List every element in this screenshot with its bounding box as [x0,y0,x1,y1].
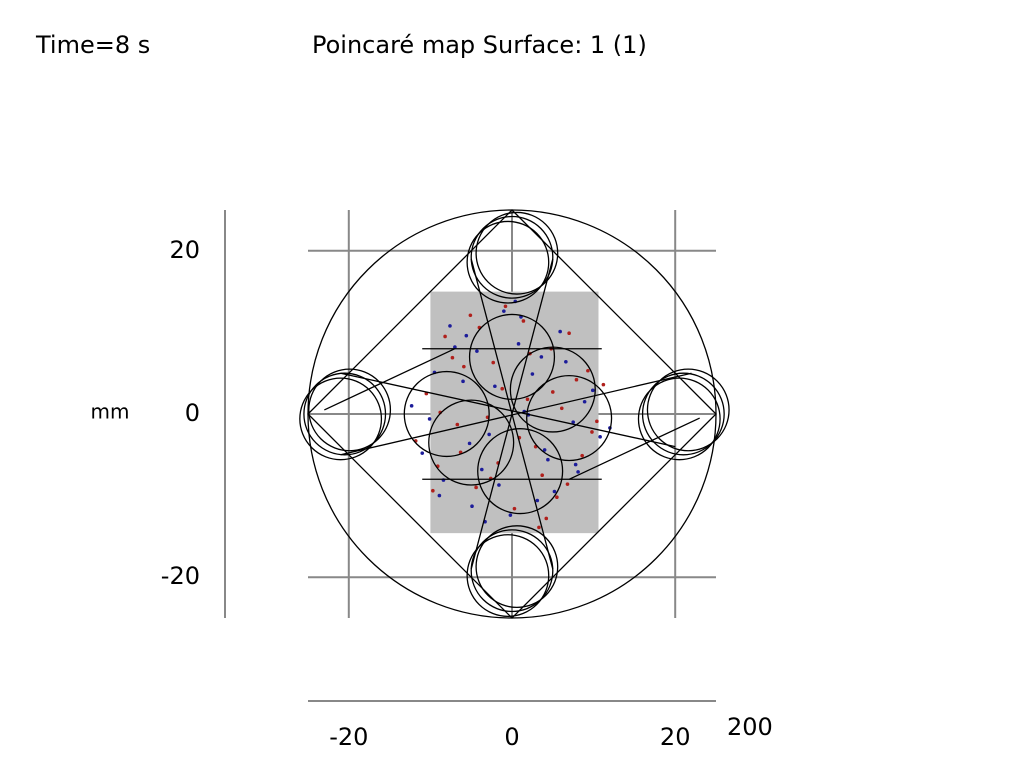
point [595,419,599,424]
point [450,355,455,360]
point [540,473,544,478]
end-circle [470,215,554,299]
point [474,485,478,490]
point [431,488,435,493]
end-circle [475,525,559,609]
point [555,495,559,500]
point [480,467,484,472]
point [475,349,479,353]
point [453,345,457,349]
point [427,417,432,421]
point [516,342,521,346]
plot-area [299,209,730,619]
geometry-lines [299,209,730,619]
x-tick-label: 20 [660,723,691,751]
point [420,451,425,455]
point [574,377,579,382]
inner-circle [403,370,490,458]
point [571,420,575,424]
time-label: Time=8 s [35,31,150,59]
x-axis-label: 200 [727,713,773,741]
point [503,304,508,309]
point [551,390,555,394]
point [487,432,491,437]
point [544,516,549,521]
end-circle [637,377,721,461]
end-circle [308,368,392,452]
point [464,333,469,338]
inner-circle [428,399,515,486]
link-line [324,348,456,411]
point [468,313,473,318]
point [567,331,571,336]
point [508,513,513,517]
point [552,489,557,494]
point [576,470,580,474]
y-axis-label: mm [91,400,130,424]
point [462,364,466,369]
x-tick-label: 0 [504,723,519,751]
end-circle [475,211,559,295]
y-tick-label: 20 [169,236,200,264]
end-circle [470,529,554,613]
point [601,382,606,387]
diamond [307,209,717,619]
point [521,319,526,323]
point [559,406,564,411]
x-tick-label: -20 [329,723,368,751]
inner-circle [477,428,564,515]
point [565,482,570,486]
point [500,386,505,391]
point [590,430,594,434]
end-circle [466,534,550,618]
y-tick-label: -20 [161,562,200,590]
point [437,493,442,498]
point [443,334,447,339]
end-circle [641,372,725,456]
end-circle [299,377,383,461]
points [409,299,612,530]
point [470,504,474,509]
point [467,441,472,446]
point [502,309,506,313]
y-tick-label: 0 [185,399,200,427]
link-line [470,258,554,570]
point [491,360,496,365]
end-circle [303,372,387,456]
point [582,399,587,404]
point [539,355,544,359]
point [530,372,535,376]
domain-box [430,291,599,534]
point [461,379,465,384]
point [525,397,530,402]
point [558,329,562,334]
end-circle [646,368,730,452]
point [542,448,547,452]
point [512,506,517,511]
point [455,422,460,427]
point [409,404,414,408]
point [573,462,578,467]
chart-title: Poincaré map Surface: 1 (1) [312,31,647,59]
point [598,435,602,439]
point [586,368,590,373]
point [493,384,497,389]
link-line [340,372,676,448]
inner-circle [509,346,596,433]
point [497,483,501,487]
geometry [430,291,599,534]
point [564,359,568,364]
point [448,324,452,328]
point [546,457,550,462]
inner-circle [526,374,613,462]
link-line [340,372,692,456]
end-circle [466,220,550,304]
link-line [568,417,700,480]
point [590,388,595,393]
point [535,498,540,503]
point [537,525,541,530]
point [580,453,584,458]
